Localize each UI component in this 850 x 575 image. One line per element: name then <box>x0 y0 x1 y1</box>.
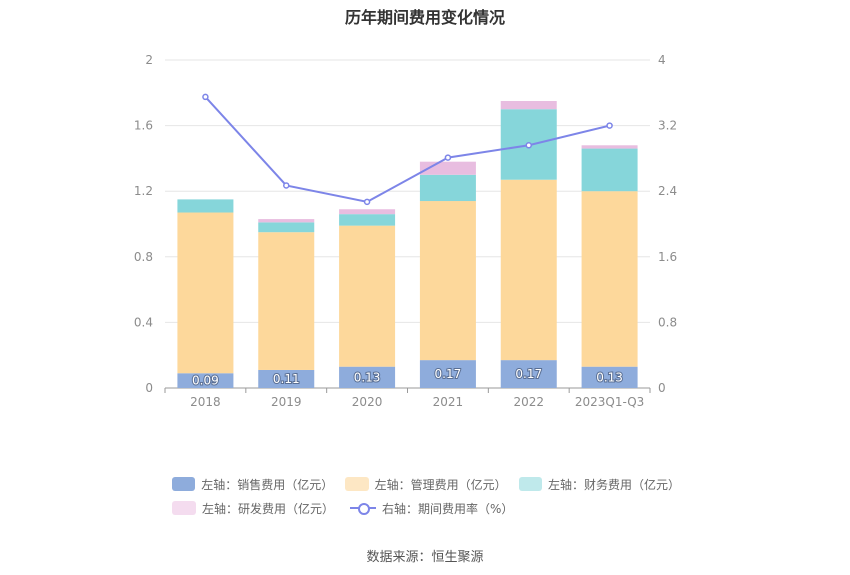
bar-segment <box>581 145 638 149</box>
bar-segment <box>339 225 396 367</box>
bar-segment <box>581 366 638 388</box>
bar-data-label: 0.17 <box>515 367 542 381</box>
legend-swatch-admin <box>345 477 369 491</box>
legend-item-rnd[interactable]: 左轴：研发费用（亿元） <box>172 500 334 517</box>
x-tick-label: 2023Q1-Q3 <box>575 395 644 409</box>
rate-point <box>525 142 532 149</box>
legend-label-finance: 左轴：财务费用（亿元） <box>547 477 680 492</box>
rate-point <box>283 182 290 189</box>
bar-segment <box>177 212 234 374</box>
legend-item-rate[interactable]: 右轴：期间费用率（%） <box>350 500 513 517</box>
bar-data-label: 0.11 <box>273 372 300 386</box>
legend-label-rnd: 左轴：研发费用（亿元） <box>202 501 335 516</box>
x-tick-label: 2019 <box>271 395 302 409</box>
rate-point <box>606 122 613 129</box>
bar-data-label: 0.13 <box>354 370 381 384</box>
y-right-tick-label: 0.8 <box>658 315 677 329</box>
y-right-tick-label: 1.6 <box>658 250 677 264</box>
legend-swatch-rnd <box>172 501 196 515</box>
bar-segment <box>258 369 315 388</box>
legend-swatch-sales <box>172 477 196 491</box>
y-left-tick-label: 0.4 <box>134 315 153 329</box>
bar-segment <box>581 148 638 192</box>
chart-title: 历年期间费用变化情况 <box>344 8 505 27</box>
data-source: 数据来源：恒生聚源 <box>366 550 484 565</box>
y-right-tick-label: 0 <box>658 381 666 395</box>
bar-segment <box>339 366 396 388</box>
x-tick-label: 2021 <box>433 395 464 409</box>
x-tick-label: 2020 <box>352 395 383 409</box>
bar-segment <box>500 179 557 361</box>
bar-data-label: 0.17 <box>435 367 462 381</box>
bar-data-label: 0.09 <box>192 374 219 388</box>
x-tick-label: 2022 <box>513 395 544 409</box>
y-left-tick-label: 1.2 <box>134 184 153 198</box>
bar-segment <box>258 232 315 370</box>
legend-line-rate-icon <box>350 501 377 515</box>
y-left-tick-label: 0.8 <box>134 250 153 264</box>
rate-line <box>204 96 610 203</box>
legend-item-finance[interactable]: 左轴：财务费用（亿元） <box>518 476 680 493</box>
y-right-tick-label: 4 <box>658 53 666 67</box>
legend-label-admin: 左轴：管理费用（亿元） <box>374 477 507 492</box>
rate-point <box>363 198 371 206</box>
bar-segment <box>177 373 234 388</box>
chart-plot: 0 0.4 0.8 1.2 1.6 2 0 0.8 1.6 2.4 3.2 4 2018 2019 2020… <box>134 53 677 409</box>
legend: 左轴：销售费用（亿元） 左轴：管理费用（亿元） 左轴：财务费用（亿元） 左轴：研… <box>172 472 692 520</box>
bar-segment <box>419 174 476 202</box>
x-tick-label: 2018 <box>190 395 221 409</box>
legend-label-rate: 右轴：期间费用率（%） <box>382 501 514 516</box>
bar-segment <box>258 222 315 233</box>
bar-segment <box>581 191 638 367</box>
rate-point <box>444 154 452 161</box>
bar-segment <box>177 199 234 213</box>
bar-segment <box>339 209 396 215</box>
legend-item-admin[interactable]: 左轴：管理费用（亿元） <box>345 476 507 493</box>
y-left-tick-label: 1.6 <box>134 119 153 133</box>
bar-segment <box>500 360 557 388</box>
bar-segment <box>419 201 476 361</box>
bar-segment <box>339 214 396 226</box>
y-right-tick-label: 3.2 <box>658 119 677 133</box>
bar-segment <box>258 219 315 223</box>
y-left-tick-label: 2 <box>145 53 153 67</box>
y-left-tick-label: 0 <box>145 381 153 395</box>
y-right-tick-label: 2.4 <box>658 184 677 198</box>
legend-item-sales[interactable]: 左轴：销售费用（亿元） <box>172 476 334 493</box>
bar-data-label: 0.13 <box>596 370 623 384</box>
rate-point <box>202 93 209 101</box>
bar-segment <box>419 360 476 388</box>
legend-label-sales: 左轴：销售费用（亿元） <box>201 477 334 492</box>
legend-swatch-finance <box>518 477 542 491</box>
bar-segment <box>500 101 557 110</box>
